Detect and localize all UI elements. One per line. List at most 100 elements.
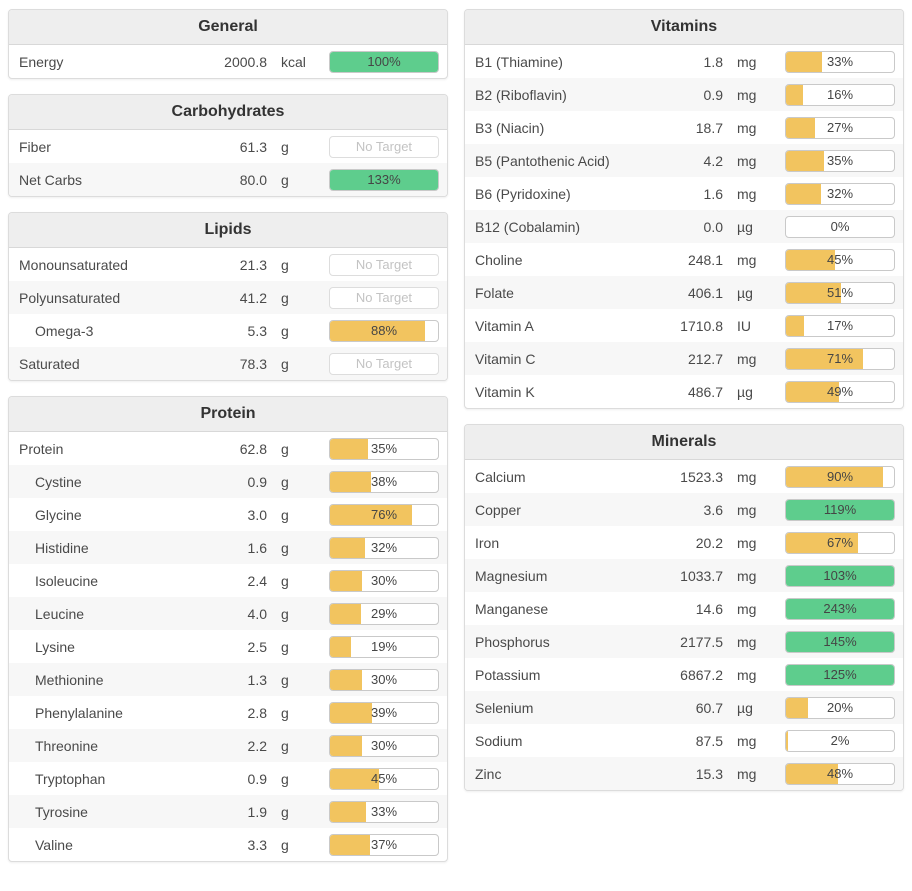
nutrient-name: B2 (Riboflavin) xyxy=(475,86,567,103)
nutrient-row[interactable]: Lysine 2.5 g 19% xyxy=(9,630,447,663)
target-progress-fill xyxy=(330,438,368,459)
target-progress-fill xyxy=(786,532,859,553)
nutrient-row[interactable]: Saturated 78.3 g No Target xyxy=(9,347,447,380)
nutrient-name: Fiber xyxy=(19,138,51,155)
nutrient-row[interactable]: Copper 3.6 mg 119% xyxy=(465,493,903,526)
nutrient-row[interactable]: Polyunsaturated 41.2 g No Target xyxy=(9,281,447,314)
nutrient-row[interactable]: Vitamin A 1710.8 IU 17% xyxy=(465,309,903,342)
target-progress-bar: 49% xyxy=(785,380,895,403)
panel-title: Vitamins xyxy=(465,10,903,45)
nutrient-row[interactable]: Magnesium 1033.7 mg 103% xyxy=(465,559,903,592)
nutrient-row[interactable]: Methionine 1.3 g 30% xyxy=(9,663,447,696)
nutrient-row[interactable]: B6 (Pyridoxine) 1.6 mg 32% xyxy=(465,177,903,210)
nutrient-amount: 60.7 xyxy=(695,699,723,716)
nutrient-row[interactable]: B2 (Riboflavin) 0.9 mg 16% xyxy=(465,78,903,111)
nutrient-row[interactable]: Glycine 3.0 g 76% xyxy=(9,498,447,531)
panel-title: Minerals xyxy=(465,425,903,460)
target-progress-label: 30% xyxy=(370,573,398,588)
nutrient-row[interactable]: Vitamin C 212.7 mg 71% xyxy=(465,342,903,375)
nutrient-name: Vitamin C xyxy=(475,350,536,367)
target-progress-bar: 45% xyxy=(785,248,895,271)
nutrient-row[interactable]: Potassium 6867.2 mg 125% xyxy=(465,658,903,691)
nutrient-row[interactable]: Folate 406.1 µg 51% xyxy=(465,276,903,309)
target-progress-label: No Target xyxy=(355,139,413,154)
nutrient-row[interactable]: B3 (Niacin) 18.7 mg 27% xyxy=(465,111,903,144)
nutrient-unit: g xyxy=(281,770,289,787)
target-progress-label: 27% xyxy=(826,120,854,135)
nutrient-row[interactable]: Calcium 1523.3 mg 90% xyxy=(465,460,903,493)
nutrient-row[interactable]: B12 (Cobalamin) 0.0 µg 0% xyxy=(465,210,903,243)
nutrient-row[interactable]: Histidine 1.6 g 32% xyxy=(9,531,447,564)
target-progress-fill xyxy=(786,499,894,520)
nutrition-report: General Energy 2000.8 kcal 100% Carbohyd… xyxy=(8,9,904,862)
nutrient-unit: g xyxy=(281,605,289,622)
target-progress-label: 45% xyxy=(370,771,398,786)
target-progress-fill xyxy=(330,537,365,558)
nutrient-unit: mg xyxy=(737,350,757,367)
nutrient-name: Saturated xyxy=(19,355,80,372)
target-progress-fill xyxy=(786,249,835,270)
nutrient-row[interactable]: B1 (Thiamine) 1.8 mg 33% xyxy=(465,45,903,78)
nutrient-row[interactable]: Tyrosine 1.9 g 33% xyxy=(9,795,447,828)
target-progress-label: 119% xyxy=(823,502,857,517)
nutrient-row[interactable]: Phosphorus 2177.5 mg 145% xyxy=(465,625,903,658)
nutrient-amount: 212.7 xyxy=(687,350,723,367)
nutrient-unit: g xyxy=(281,355,289,372)
nutrient-amount: 1033.7 xyxy=(680,567,723,584)
nutrient-row[interactable]: Sodium 87.5 mg 2% xyxy=(465,724,903,757)
target-progress-label: 16% xyxy=(826,87,854,102)
target-progress-label: 32% xyxy=(826,186,854,201)
nutrient-row[interactable]: Omega-3 5.3 g 88% xyxy=(9,314,447,347)
target-progress-fill xyxy=(786,598,894,619)
nutrient-row[interactable]: Zinc 15.3 mg 48% xyxy=(465,757,903,790)
target-progress-label: No Target xyxy=(355,290,413,305)
nutrient-row[interactable]: Monounsaturated 21.3 g No Target xyxy=(9,248,447,281)
nutrient-row[interactable]: B5 (Pantothenic Acid) 4.2 mg 35% xyxy=(465,144,903,177)
target-progress-label: 17% xyxy=(826,318,854,333)
nutrient-row[interactable]: Selenium 60.7 µg 20% xyxy=(465,691,903,724)
nutrient-name: Iron xyxy=(475,534,500,551)
nutrient-row[interactable]: Leucine 4.0 g 29% xyxy=(9,597,447,630)
nutrient-row[interactable]: Isoleucine 2.4 g 30% xyxy=(9,564,447,597)
nutrient-amount: 6867.2 xyxy=(680,666,723,683)
nutrient-row[interactable]: Valine 3.3 g 37% xyxy=(9,828,447,861)
nutrient-row[interactable]: Phenylalanine 2.8 g 39% xyxy=(9,696,447,729)
nutrient-row[interactable]: Cystine 0.9 g 38% xyxy=(9,465,447,498)
nutrient-row[interactable]: Iron 20.2 mg 67% xyxy=(465,526,903,559)
target-progress-fill xyxy=(330,51,438,72)
nutrient-name: Choline xyxy=(475,251,523,268)
nutrient-row[interactable]: Threonine 2.2 g 30% xyxy=(9,729,447,762)
nutrient-name: Cystine xyxy=(35,473,82,490)
nutrient-name: Phenylalanine xyxy=(35,704,123,721)
nutrient-row[interactable]: Manganese 14.6 mg 243% xyxy=(465,592,903,625)
nutrient-amount: 406.1 xyxy=(687,284,723,301)
target-progress-bar: 71% xyxy=(785,347,895,370)
target-progress-label: 45% xyxy=(826,252,854,267)
panel-rows: Energy 2000.8 kcal 100% xyxy=(9,45,447,78)
nutrient-row[interactable]: Fiber 61.3 g No Target xyxy=(9,130,447,163)
target-progress-label: 133% xyxy=(367,172,401,187)
target-progress-fill xyxy=(786,664,894,685)
nutrient-name: Magnesium xyxy=(475,567,548,584)
target-progress-bar: 35% xyxy=(785,149,895,172)
nutrient-amount: 1.9 xyxy=(247,803,267,820)
target-progress-bar: 76% xyxy=(329,503,439,526)
nutrient-row[interactable]: Net Carbs 80.0 g 133% xyxy=(9,163,447,196)
nutrient-unit: mg xyxy=(737,732,757,749)
nutrient-unit: g xyxy=(281,803,289,820)
nutrient-row[interactable]: Protein 62.8 g 35% xyxy=(9,432,447,465)
target-progress-label: 51% xyxy=(826,285,854,300)
nutrient-unit: g xyxy=(281,836,289,853)
target-progress-bar: 30% xyxy=(329,668,439,691)
nutrient-row[interactable]: Tryptophan 0.9 g 45% xyxy=(9,762,447,795)
nutrient-row[interactable]: Vitamin K 486.7 µg 49% xyxy=(465,375,903,408)
nutrient-name: Tryptophan xyxy=(35,770,106,787)
target-progress-label: No Target xyxy=(355,257,413,272)
nutrient-row[interactable]: Energy 2000.8 kcal 100% xyxy=(9,45,447,78)
nutrient-name: Valine xyxy=(35,836,73,853)
nutrient-amount: 78.3 xyxy=(239,355,267,372)
nutrient-unit: IU xyxy=(737,317,751,334)
target-progress-bar: No Target xyxy=(329,352,439,375)
nutrient-row[interactable]: Choline 248.1 mg 45% xyxy=(465,243,903,276)
nutrient-amount: 4.0 xyxy=(247,605,267,622)
